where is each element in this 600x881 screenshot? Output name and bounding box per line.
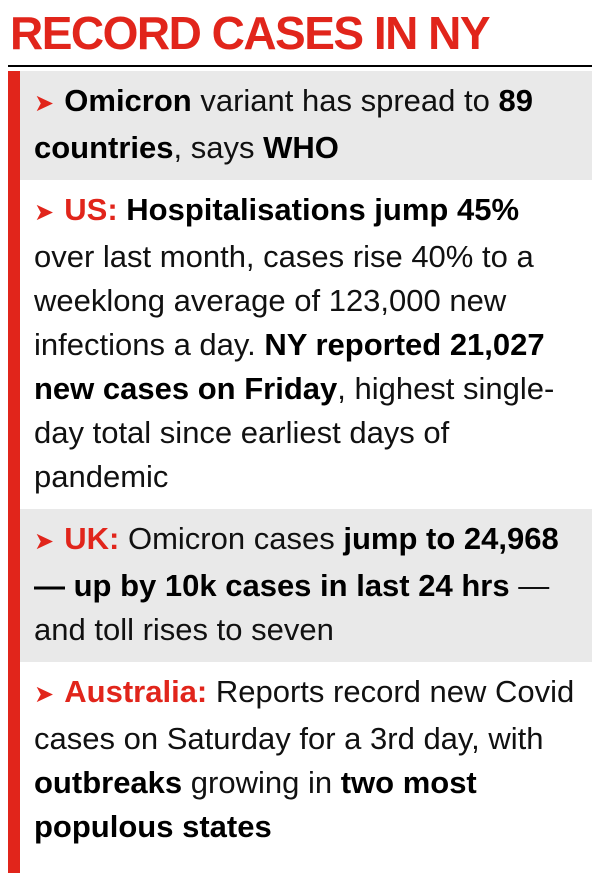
title-divider xyxy=(8,64,592,67)
bullet-arrow-icon: ➤ xyxy=(34,680,55,708)
country-label: US: xyxy=(64,191,127,227)
left-red-stripe xyxy=(8,70,20,873)
text-run: NY reported 21,027 new cases on Friday xyxy=(34,326,545,406)
text-run: Reports record new Covid cases on Saturd… xyxy=(34,673,575,756)
text-run: outbreaks xyxy=(34,764,183,800)
text-run: Omicron cases xyxy=(127,520,344,556)
text-run: jump to 24,968 — up by 10k cases in last… xyxy=(34,520,559,603)
content-body: ➤ Omicron variant has spread to 89 countr… xyxy=(8,70,592,873)
text-run: , says xyxy=(173,129,264,165)
section-paragraph: ➤ Australia: Reports record new Covid cas… xyxy=(34,670,584,849)
text-run: 89 countries xyxy=(34,82,533,165)
section-paragraph: ➤ UK: Omicron cases jump to 24,968 — up b… xyxy=(34,517,584,652)
text-run: — and toll rises to seven xyxy=(34,567,550,647)
text-run: growing in xyxy=(182,764,341,800)
text-run: Hospitalisations jump 45% xyxy=(126,191,520,227)
section-paragraph: ➤ US: Hospitalisations jump 45% over last… xyxy=(34,188,584,499)
text-run: WHO xyxy=(263,129,339,165)
text-run: Omicron xyxy=(64,82,192,118)
text-run: , highest single-day total since earlies… xyxy=(34,370,555,494)
page-title: RECORD CASES IN NY xyxy=(10,7,491,59)
text-run: two most populous states xyxy=(34,764,477,844)
country-label: UK: xyxy=(64,520,128,556)
sections-list: ➤ Omicron variant has spread to 89 countr… xyxy=(20,70,592,873)
country-label: Australia: xyxy=(64,673,216,709)
section-uk-update: ➤ UK: Omicron cases jump to 24,968 — up b… xyxy=(20,508,592,662)
section-paragraph: ➤ Omicron variant has spread to 89 countr… xyxy=(34,79,584,170)
bullet-arrow-icon: ➤ xyxy=(34,527,55,555)
section-omicron-spread: ➤ Omicron variant has spread to 89 countr… xyxy=(20,70,592,180)
section-us-update: ➤ US: Hospitalisations jump 45% over last… xyxy=(20,180,592,509)
section-australia-update: ➤ Australia: Reports record new Covid cas… xyxy=(20,662,592,873)
bullet-arrow-icon: ➤ xyxy=(34,198,55,226)
text-run: over last month, cases rise 40% to a wee… xyxy=(34,238,534,362)
text-run: variant has spread to xyxy=(191,82,499,118)
bullet-arrow-icon: ➤ xyxy=(34,89,55,117)
